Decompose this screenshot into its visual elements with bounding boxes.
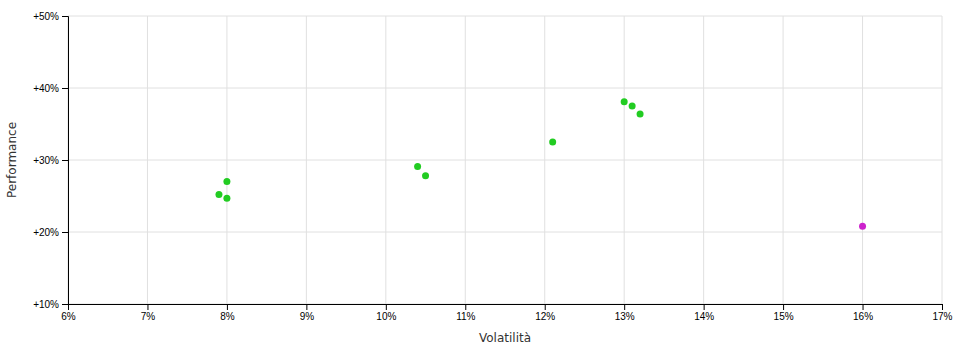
y-axis-title: Performance bbox=[5, 122, 19, 198]
x-axis-tick-label: 16% bbox=[853, 311, 873, 322]
x-axis-tick-mark bbox=[863, 304, 864, 310]
grid-line-y bbox=[68, 88, 942, 89]
x-axis-tick: 11% bbox=[456, 304, 475, 322]
y-axis-tick: +50% bbox=[33, 11, 68, 22]
plot: 6% 7% 8% 9% 10% 11% 12% 13% 14% 15% 16% 17% +10% +20%… bbox=[33, 11, 952, 322]
x-axis-tick: 17% bbox=[932, 304, 952, 322]
points bbox=[215, 98, 866, 230]
x-axis-tick-mark bbox=[147, 304, 148, 310]
y-axis-tick-mark bbox=[62, 232, 68, 233]
x-axis-tick: 12% bbox=[535, 304, 555, 322]
x-axis-tick-mark bbox=[624, 304, 625, 310]
y-axis-tick-label: +10% bbox=[33, 299, 59, 310]
point bbox=[215, 191, 222, 198]
x-axis-tick-mark bbox=[942, 304, 943, 310]
x-axis-tick-label: 14% bbox=[694, 311, 714, 322]
y-axis-line bbox=[62, 17, 69, 305]
x-axis-tick-mark bbox=[306, 304, 307, 310]
x-axis-tick-label: 10% bbox=[376, 311, 396, 322]
x-axis-tick: 7% bbox=[141, 304, 156, 322]
x-axis-tick-label: 15% bbox=[774, 311, 794, 322]
x-axis-tick-label: 8% bbox=[220, 311, 235, 322]
x-axis-tick-label: 17% bbox=[932, 311, 952, 322]
x-axis-line bbox=[69, 305, 943, 311]
y-axis-tick: +10% bbox=[33, 299, 68, 310]
series bbox=[215, 98, 643, 201]
x-axis-tick: 14% bbox=[694, 304, 714, 322]
point bbox=[414, 163, 421, 170]
grid-line-y bbox=[68, 232, 942, 233]
x-axis-tick: 10% bbox=[376, 304, 396, 322]
y-axis-tick-mark bbox=[62, 304, 68, 305]
x-axis-tick: 16% bbox=[853, 304, 873, 322]
x-axis-tick-mark bbox=[783, 304, 784, 310]
x-axis-tick-mark bbox=[227, 304, 228, 310]
y-axis-tick: +20% bbox=[33, 227, 68, 238]
x-axis: 6% 7% 8% 9% 10% 11% 12% 13% 14% 15% 16% 17% bbox=[61, 304, 952, 322]
point bbox=[637, 110, 644, 117]
y-axis-tick-mark bbox=[62, 88, 68, 89]
y-axis-tick-label: +50% bbox=[33, 11, 59, 22]
point bbox=[223, 195, 230, 202]
chart: 6% 7% 8% 9% 10% 11% 12% 13% 14% 15% 16% 17% +10% +20%… bbox=[0, 0, 966, 350]
x-axis-tick-label: 11% bbox=[456, 311, 475, 322]
y-axis-tick: +30% bbox=[33, 155, 68, 166]
point bbox=[223, 178, 230, 185]
x-axis-tick-label: 12% bbox=[535, 311, 555, 322]
y-axis-tick-label: +30% bbox=[33, 155, 59, 166]
x-axis-tick-mark bbox=[465, 304, 466, 310]
grid bbox=[68, 16, 942, 304]
point bbox=[549, 139, 556, 146]
point bbox=[629, 103, 636, 110]
x-axis-title: Volatilità bbox=[479, 331, 531, 345]
x-axis-tick: 6% bbox=[61, 304, 76, 322]
x-axis-tick-label: 7% bbox=[141, 311, 156, 322]
x-axis-tick: 13% bbox=[615, 304, 635, 322]
y-axis-tick-label: +40% bbox=[33, 83, 59, 94]
x-axis-tick-label: 6% bbox=[61, 311, 76, 322]
x-axis-tick: 9% bbox=[300, 304, 315, 322]
grid-line-y bbox=[68, 160, 942, 161]
x-axis-tick: 8% bbox=[220, 304, 235, 322]
y-axis-tick: +40% bbox=[33, 83, 68, 94]
x-axis-tick-label: 13% bbox=[615, 311, 635, 322]
x-axis-tick-mark bbox=[545, 304, 546, 310]
x-axis-tick-mark bbox=[386, 304, 387, 310]
series bbox=[859, 223, 866, 230]
point bbox=[621, 98, 628, 105]
y-axis-tick-label: +20% bbox=[33, 227, 59, 238]
y-axis-tick-mark bbox=[62, 16, 68, 17]
x-axis-tick-mark bbox=[704, 304, 705, 310]
x-axis-tick-label: 9% bbox=[300, 311, 315, 322]
x-axis-tick: 15% bbox=[774, 304, 794, 322]
grid-line-y bbox=[68, 16, 942, 17]
y-axis: +10% +20% +30% +40% +50% bbox=[33, 11, 68, 310]
point bbox=[859, 223, 866, 230]
point bbox=[422, 172, 429, 179]
y-axis-tick-mark bbox=[62, 160, 68, 161]
